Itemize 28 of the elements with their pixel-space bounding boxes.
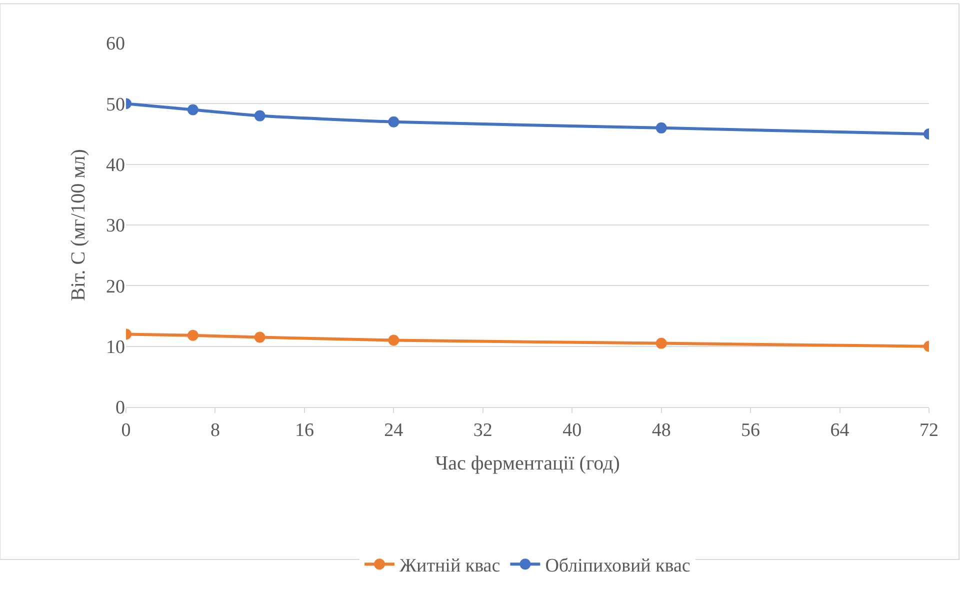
y-tick-label: 60 bbox=[106, 34, 125, 55]
point bbox=[388, 334, 400, 346]
x-tick-label: 72 bbox=[920, 420, 938, 441]
point bbox=[388, 116, 400, 128]
x-axis-title: Час ферментації (год) bbox=[435, 452, 620, 474]
y-tick-label: 40 bbox=[106, 154, 125, 176]
y-axis-title: Віт. С (мг/100 мл) bbox=[68, 149, 90, 301]
legend-label: Обліпиховий квас bbox=[545, 556, 690, 577]
legend-label: Житній квас bbox=[400, 556, 500, 577]
point bbox=[254, 332, 266, 343]
x-tick-label: 32 bbox=[473, 420, 492, 441]
point bbox=[254, 110, 266, 122]
y-tick-label: 10 bbox=[106, 336, 125, 358]
y-tick-label: 0 bbox=[116, 398, 125, 419]
x-tick-label: 48 bbox=[652, 420, 671, 441]
x-tick-label: 64 bbox=[830, 420, 850, 441]
x-tick-label: 16 bbox=[294, 420, 314, 441]
x-tick-label: 24 bbox=[384, 420, 404, 441]
x-tick-label: 8 bbox=[210, 420, 220, 441]
point bbox=[656, 122, 667, 134]
point bbox=[187, 104, 198, 116]
y-tick-label: 20 bbox=[106, 276, 125, 298]
x-tick-label: 40 bbox=[562, 420, 582, 441]
x-tick-label: 56 bbox=[741, 420, 760, 441]
y-tick-label: 50 bbox=[106, 94, 125, 116]
point bbox=[187, 330, 198, 341]
y-tick-label: 30 bbox=[106, 216, 125, 237]
point bbox=[656, 338, 667, 349]
